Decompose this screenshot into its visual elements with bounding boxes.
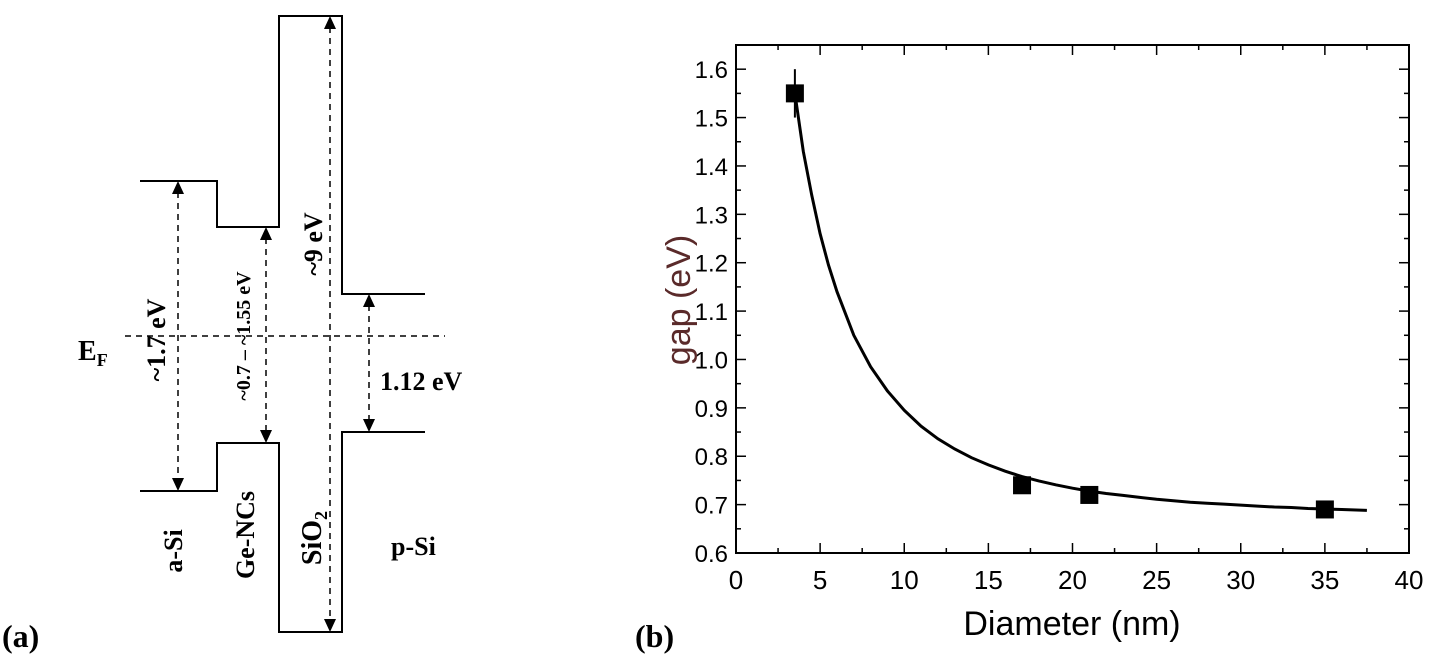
plot-frame <box>735 44 1410 554</box>
y-tick-label: 0.8 <box>695 444 728 471</box>
region-label-gencs: Ge-NCs <box>231 491 260 579</box>
data-point <box>785 69 804 118</box>
x-tick-label: 40 <box>1395 565 1424 595</box>
x-tick-label: 10 <box>890 565 919 595</box>
axis-tick-labels: 0 5 10 15 20 25 30 35 40 0.6 0.7 0.8 0.9 1.0 1.1 1.2 1.3… <box>695 57 1424 595</box>
conduction-band-edge <box>140 15 425 295</box>
x-tick-label: 25 <box>1142 565 1171 595</box>
x-tick-label: 35 <box>1310 565 1339 595</box>
psi-gap-label: 1.12 eV <box>380 367 463 396</box>
data-point <box>1315 500 1334 519</box>
region-label-asi: a-Si <box>159 529 188 572</box>
y-tick-label: 1.0 <box>695 347 728 374</box>
x-axis-label: Diameter (nm) <box>963 605 1180 643</box>
region-label-sio2: SiO2 <box>297 511 331 565</box>
gencs-arrow-down-icon <box>260 430 272 443</box>
y-tick-label: 0.9 <box>695 396 728 423</box>
fit-curve <box>793 93 1367 512</box>
x-tick-label: 15 <box>974 565 1003 595</box>
y-tick-label: 1.3 <box>695 202 728 229</box>
y-tick-label: 0.6 <box>695 541 728 568</box>
asi-arrow-up-icon <box>172 181 184 194</box>
y-axis-label: gap (eV) <box>660 235 698 365</box>
gap-vs-diameter-chart: 0 5 10 15 20 25 30 35 40 0.6 0.7 0.8 0.9 1.0 1.1 1.2 1.3… <box>635 44 1424 654</box>
region-label-psi: p-Si <box>391 532 436 561</box>
y-tick-label: 1.5 <box>695 106 728 133</box>
panel-b-label: (b) <box>635 618 674 654</box>
y-tick-label: 1.6 <box>695 57 728 84</box>
square-marker <box>1013 476 1032 495</box>
psi-arrow-down-icon <box>363 419 375 432</box>
data-points <box>785 69 1334 519</box>
sio2-gap-label: ~9 eV <box>299 212 328 276</box>
y-tick-label: 1.2 <box>695 251 728 278</box>
sio2-arrow-down-icon <box>324 619 336 632</box>
y-tick-label: 1.4 <box>695 154 728 181</box>
psi-arrow-up-icon <box>363 294 375 307</box>
valence-band-edge <box>140 431 425 633</box>
asi-gap-label: ~1.7 eV <box>142 298 171 381</box>
data-point <box>1013 476 1032 495</box>
gencs-arrow-up-icon <box>260 227 272 240</box>
y-tick-label: 0.7 <box>695 493 728 520</box>
square-marker <box>1315 500 1334 519</box>
band-diagram: EF ~1.7 eV ~0.7 – ~1.55 eV ~9 eV 1.12 eV… <box>2 15 463 654</box>
panel-a-label: (a) <box>2 618 39 654</box>
square-marker <box>785 84 804 103</box>
axis-ticks <box>735 45 1410 554</box>
x-tick-label: 20 <box>1058 565 1087 595</box>
x-tick-label: 5 <box>813 565 827 595</box>
gencs-gap-label: ~0.7 – ~1.55 eV <box>233 271 255 401</box>
y-tick-label: 1.1 <box>695 299 728 326</box>
x-tick-label: 0 <box>729 565 743 595</box>
asi-arrow-down-icon <box>172 478 184 491</box>
x-tick-label: 30 <box>1226 565 1255 595</box>
square-marker <box>1080 485 1099 504</box>
data-point <box>1080 485 1099 504</box>
fermi-level-label: EF <box>78 336 108 370</box>
sio2-arrow-up-icon <box>324 16 336 29</box>
